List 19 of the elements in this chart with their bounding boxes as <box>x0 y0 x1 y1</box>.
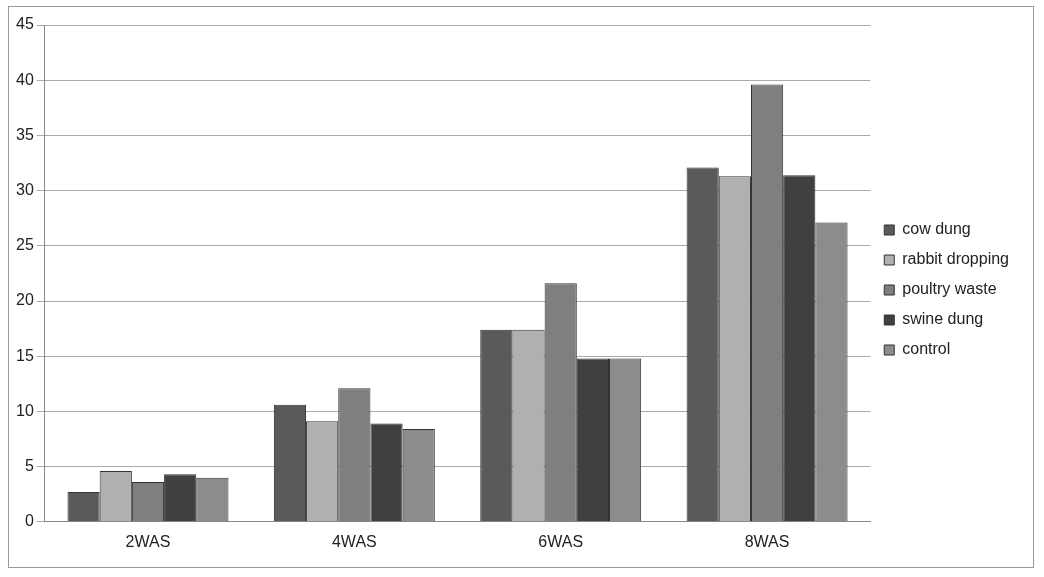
y-tick-label: 20 <box>16 291 34 309</box>
y-tick-label: 45 <box>16 15 34 33</box>
y-tick-label: 25 <box>16 236 34 254</box>
x-tick-label: 2WAS <box>125 532 171 550</box>
y-tick-label: 0 <box>24 512 34 530</box>
y-tick-label: 40 <box>16 70 34 88</box>
legend-label: control <box>902 340 951 358</box>
y-tick-label: 35 <box>16 125 34 143</box>
x-tick-label: 6WAS <box>538 532 584 550</box>
y-tick-label: 30 <box>16 181 34 199</box>
y-tick-label: 15 <box>16 346 34 364</box>
legend-label: swine dung <box>902 310 984 328</box>
x-tick-label: 8WAS <box>744 532 790 550</box>
y-tick-label: 5 <box>24 457 34 475</box>
y-tick-label: 10 <box>16 401 34 419</box>
legend-label: rabbit dropping <box>902 250 1010 268</box>
legend-label: cow dung <box>902 220 971 238</box>
x-tick-label: 4WAS <box>331 532 377 550</box>
legend-label: poultry waste <box>902 280 997 298</box>
